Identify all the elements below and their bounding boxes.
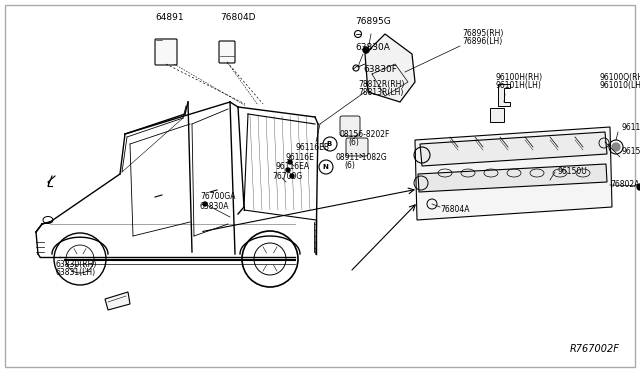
FancyBboxPatch shape bbox=[340, 116, 360, 136]
Text: 78812R(RH): 78812R(RH) bbox=[358, 80, 404, 89]
Text: R767002F: R767002F bbox=[570, 344, 620, 354]
Polygon shape bbox=[418, 164, 607, 192]
Text: B: B bbox=[326, 141, 332, 147]
Polygon shape bbox=[490, 108, 504, 122]
Text: 76895(RH): 76895(RH) bbox=[462, 29, 504, 38]
Text: 76896(LH): 76896(LH) bbox=[462, 37, 502, 46]
Text: 63830A: 63830A bbox=[355, 43, 390, 52]
Text: 96100H(RH): 96100H(RH) bbox=[496, 73, 543, 82]
Text: 96114: 96114 bbox=[622, 123, 640, 132]
FancyBboxPatch shape bbox=[219, 41, 235, 63]
Text: N: N bbox=[322, 164, 328, 170]
Circle shape bbox=[637, 184, 640, 190]
Text: 96116E: 96116E bbox=[286, 153, 315, 162]
Polygon shape bbox=[420, 132, 607, 166]
FancyBboxPatch shape bbox=[346, 138, 368, 156]
Circle shape bbox=[288, 160, 292, 164]
Text: 96150U: 96150U bbox=[558, 167, 588, 176]
Text: (6): (6) bbox=[344, 161, 355, 170]
Text: 76804A: 76804A bbox=[440, 205, 470, 214]
Text: 63831(LH): 63831(LH) bbox=[55, 268, 95, 277]
Polygon shape bbox=[415, 127, 612, 220]
Text: 96101H(LH): 96101H(LH) bbox=[496, 81, 542, 90]
FancyBboxPatch shape bbox=[155, 39, 177, 65]
Polygon shape bbox=[105, 292, 130, 310]
Circle shape bbox=[203, 202, 207, 206]
Text: 76804D: 76804D bbox=[220, 13, 255, 22]
Text: 76895G: 76895G bbox=[355, 17, 391, 26]
Text: 63830F: 63830F bbox=[363, 65, 397, 74]
Text: 96150UA: 96150UA bbox=[622, 147, 640, 156]
Text: 96116EB: 96116EB bbox=[296, 143, 330, 152]
Circle shape bbox=[290, 174, 294, 178]
Text: 96116EA: 96116EA bbox=[276, 162, 310, 171]
Text: 63830A: 63830A bbox=[200, 202, 230, 211]
Text: 76700GA: 76700GA bbox=[200, 192, 236, 201]
Polygon shape bbox=[365, 34, 415, 102]
Text: 76700G: 76700G bbox=[272, 172, 302, 181]
Text: (6): (6) bbox=[348, 138, 359, 147]
Text: 63830(RH): 63830(RH) bbox=[55, 260, 97, 269]
Text: 64891: 64891 bbox=[155, 13, 184, 22]
Circle shape bbox=[363, 47, 369, 53]
Circle shape bbox=[286, 168, 290, 172]
Text: 961010(LH): 961010(LH) bbox=[600, 81, 640, 90]
Text: 08911-1082G: 08911-1082G bbox=[336, 153, 388, 162]
Text: 76802A: 76802A bbox=[610, 180, 639, 189]
Text: 08156-8202F: 08156-8202F bbox=[340, 130, 390, 139]
Circle shape bbox=[612, 143, 620, 151]
Text: 78813R(LH): 78813R(LH) bbox=[358, 88, 403, 97]
Polygon shape bbox=[498, 84, 510, 106]
Text: 96100Q(RH): 96100Q(RH) bbox=[600, 73, 640, 82]
